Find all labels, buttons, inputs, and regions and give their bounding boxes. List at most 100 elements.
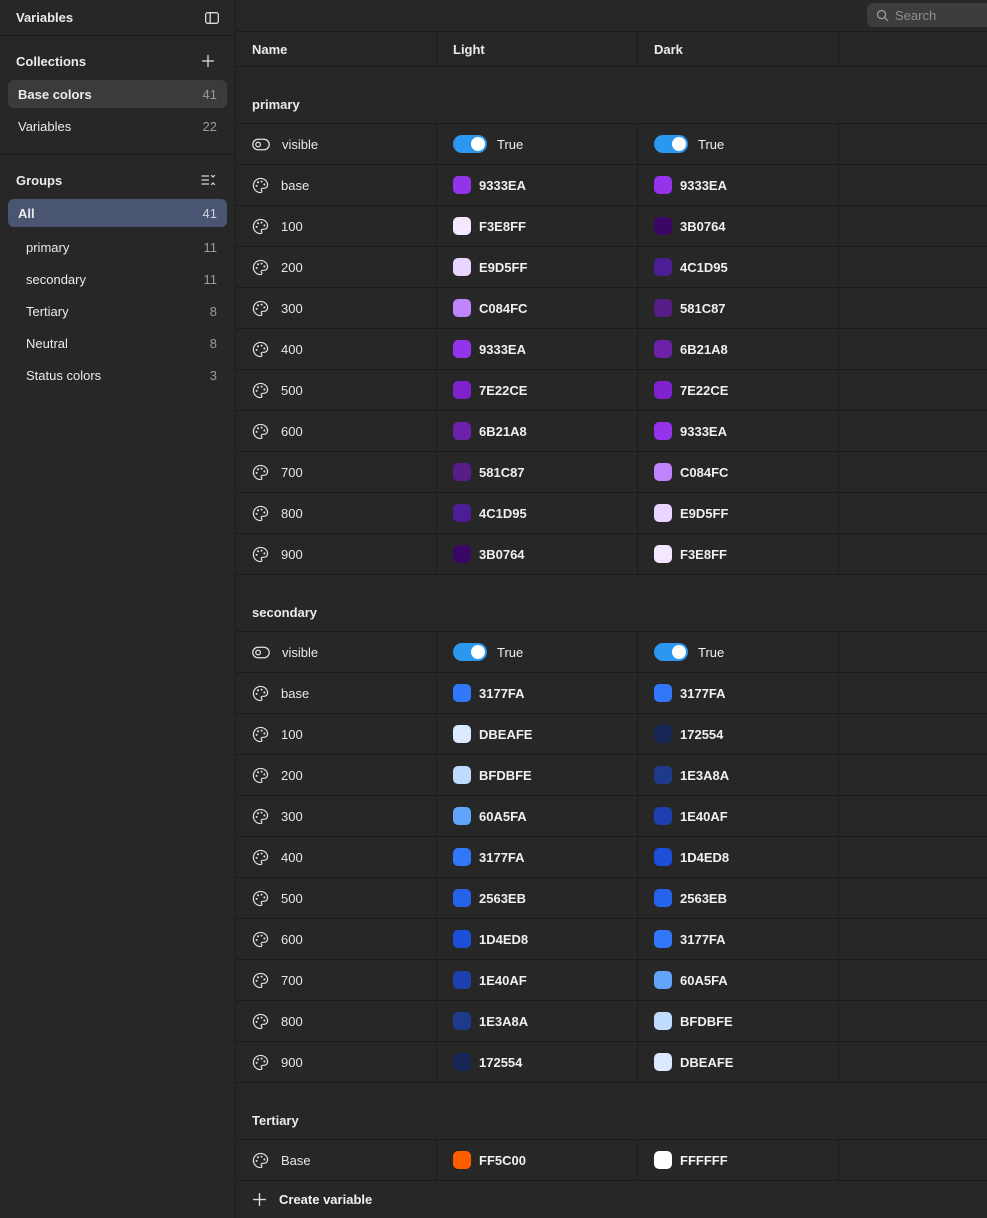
- color-swatch[interactable]: [654, 504, 672, 523]
- variable-row-secondary-base[interactable]: base 3177FA 3177FA: [236, 672, 987, 714]
- color-swatch[interactable]: [453, 848, 471, 867]
- color-swatch[interactable]: [453, 1151, 471, 1170]
- light-value-cell[interactable]: 7E22CE: [437, 370, 638, 411]
- dark-value-cell[interactable]: True: [638, 632, 839, 673]
- light-value-cell[interactable]: 172554: [437, 1042, 638, 1083]
- color-swatch[interactable]: [453, 725, 471, 744]
- color-swatch[interactable]: [453, 1012, 471, 1031]
- color-swatch[interactable]: [453, 930, 471, 949]
- color-swatch[interactable]: [453, 971, 471, 990]
- light-value-cell[interactable]: FF5C00: [437, 1140, 638, 1181]
- toggle-on[interactable]: [453, 135, 487, 154]
- color-swatch[interactable]: [654, 971, 672, 990]
- light-value-cell[interactable]: 3177FA: [437, 673, 638, 714]
- light-value-cell[interactable]: 1E40AF: [437, 960, 638, 1001]
- add-collection-button[interactable]: [197, 50, 219, 72]
- light-value-cell[interactable]: 6B21A8: [437, 411, 638, 452]
- variable-row-primary-400[interactable]: 400 9333EA 6B21A8: [236, 328, 987, 370]
- color-swatch[interactable]: [654, 889, 672, 908]
- variable-row-primary-700[interactable]: 700 581C87 C084FC: [236, 451, 987, 493]
- light-value-cell[interactable]: DBEAFE: [437, 714, 638, 755]
- collection-item-base-colors[interactable]: Base colors 41: [8, 80, 227, 108]
- dark-value-cell[interactable]: 9333EA: [638, 411, 839, 452]
- group-item-status-colors[interactable]: Status colors 3: [8, 359, 227, 391]
- dark-value-cell[interactable]: 172554: [638, 714, 839, 755]
- variable-row-primary-500[interactable]: 500 7E22CE 7E22CE: [236, 369, 987, 411]
- color-swatch[interactable]: [654, 545, 672, 564]
- color-swatch[interactable]: [453, 176, 471, 195]
- color-swatch[interactable]: [453, 217, 471, 236]
- color-swatch[interactable]: [654, 258, 672, 277]
- variable-row-secondary-900[interactable]: 900 172554 DBEAFE: [236, 1041, 987, 1083]
- light-value-cell[interactable]: True: [437, 124, 638, 165]
- toggle-on[interactable]: [654, 643, 688, 662]
- group-item-secondary[interactable]: secondary 11: [8, 263, 227, 295]
- variable-row-primary-100[interactable]: 100 F3E8FF 3B0764: [236, 205, 987, 247]
- dark-value-cell[interactable]: 9333EA: [638, 165, 839, 206]
- light-value-cell[interactable]: 9333EA: [437, 329, 638, 370]
- color-swatch[interactable]: [453, 889, 471, 908]
- light-value-cell[interactable]: E9D5FF: [437, 247, 638, 288]
- dark-value-cell[interactable]: 2563EB: [638, 878, 839, 919]
- color-swatch[interactable]: [654, 930, 672, 949]
- create-variable-button[interactable]: Create variable: [252, 1192, 372, 1207]
- dark-value-cell[interactable]: F3E8FF: [638, 534, 839, 575]
- variable-row-primary-300[interactable]: 300 C084FC 581C87: [236, 287, 987, 329]
- color-swatch[interactable]: [453, 684, 471, 703]
- variable-row-secondary-100[interactable]: 100 DBEAFE 172554: [236, 713, 987, 755]
- toggle-on[interactable]: [654, 135, 688, 154]
- color-swatch[interactable]: [654, 725, 672, 744]
- dark-value-cell[interactable]: DBEAFE: [638, 1042, 839, 1083]
- color-swatch[interactable]: [654, 217, 672, 236]
- light-value-cell[interactable]: C084FC: [437, 288, 638, 329]
- variable-row-secondary-200[interactable]: 200 BFDBFE 1E3A8A: [236, 754, 987, 796]
- light-value-cell[interactable]: True: [437, 632, 638, 673]
- dark-value-cell[interactable]: C084FC: [638, 452, 839, 493]
- dark-value-cell[interactable]: 4C1D95: [638, 247, 839, 288]
- dark-value-cell[interactable]: E9D5FF: [638, 493, 839, 534]
- light-value-cell[interactable]: 3177FA: [437, 837, 638, 878]
- dark-value-cell[interactable]: 60A5FA: [638, 960, 839, 1001]
- color-swatch[interactable]: [654, 766, 672, 785]
- color-swatch[interactable]: [654, 422, 672, 441]
- variable-row-primary-200[interactable]: 200 E9D5FF 4C1D95: [236, 246, 987, 288]
- color-swatch[interactable]: [654, 1053, 672, 1072]
- color-swatch[interactable]: [654, 684, 672, 703]
- color-swatch[interactable]: [453, 504, 471, 523]
- variable-row-primary-600[interactable]: 600 6B21A8 9333EA: [236, 410, 987, 452]
- dark-value-cell[interactable]: 1E40AF: [638, 796, 839, 837]
- light-value-cell[interactable]: F3E8FF: [437, 206, 638, 247]
- color-swatch[interactable]: [654, 807, 672, 826]
- variable-row-primary-800[interactable]: 800 4C1D95 E9D5FF: [236, 492, 987, 534]
- color-swatch[interactable]: [453, 422, 471, 441]
- color-swatch[interactable]: [654, 848, 672, 867]
- color-swatch[interactable]: [453, 340, 471, 359]
- group-item-neutral[interactable]: Neutral 8: [8, 327, 227, 359]
- sidebar-toggle-button[interactable]: [201, 7, 223, 29]
- variable-row-secondary-800[interactable]: 800 1E3A8A BFDBFE: [236, 1000, 987, 1042]
- color-swatch[interactable]: [654, 299, 672, 318]
- dark-value-cell[interactable]: 3B0764: [638, 206, 839, 247]
- light-value-cell[interactable]: 9333EA: [437, 165, 638, 206]
- dark-value-cell[interactable]: 1D4ED8: [638, 837, 839, 878]
- color-swatch[interactable]: [453, 381, 471, 400]
- color-swatch[interactable]: [453, 766, 471, 785]
- color-swatch[interactable]: [453, 258, 471, 277]
- search-input[interactable]: [895, 7, 986, 23]
- variable-row-secondary-500[interactable]: 500 2563EB 2563EB: [236, 877, 987, 919]
- color-swatch[interactable]: [654, 381, 672, 400]
- search-box[interactable]: [867, 3, 987, 28]
- light-value-cell[interactable]: 4C1D95: [437, 493, 638, 534]
- dark-value-cell[interactable]: 3177FA: [638, 919, 839, 960]
- variable-row-secondary-600[interactable]: 600 1D4ED8 3177FA: [236, 918, 987, 960]
- variable-row-secondary-700[interactable]: 700 1E40AF 60A5FA: [236, 959, 987, 1001]
- dark-value-cell[interactable]: True: [638, 124, 839, 165]
- color-swatch[interactable]: [453, 545, 471, 564]
- variable-row-secondary-400[interactable]: 400 3177FA 1D4ED8: [236, 836, 987, 878]
- color-swatch[interactable]: [654, 176, 672, 195]
- light-value-cell[interactable]: 1D4ED8: [437, 919, 638, 960]
- dark-value-cell[interactable]: BFDBFE: [638, 1001, 839, 1042]
- light-value-cell[interactable]: 581C87: [437, 452, 638, 493]
- light-value-cell[interactable]: BFDBFE: [437, 755, 638, 796]
- variable-row-primary-visible[interactable]: visible True True: [236, 123, 987, 165]
